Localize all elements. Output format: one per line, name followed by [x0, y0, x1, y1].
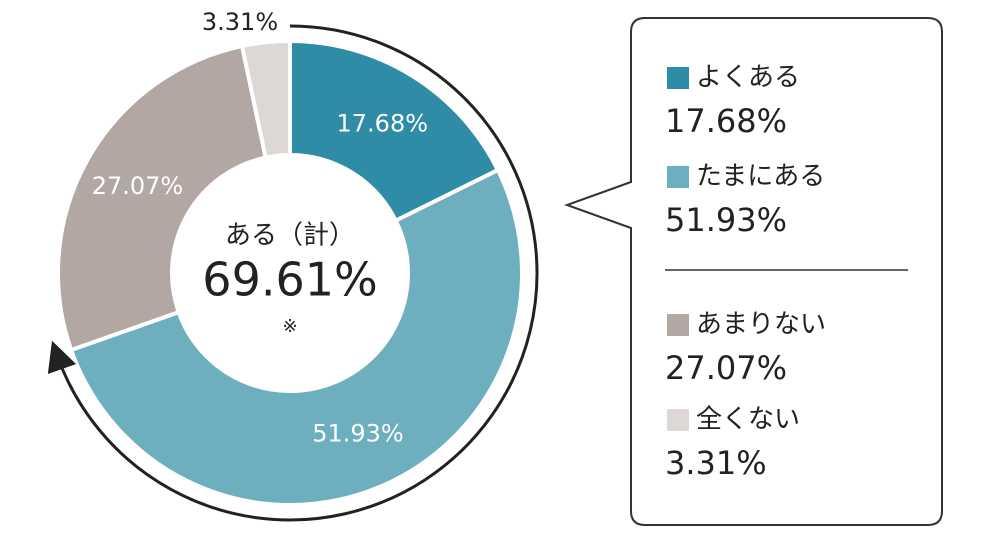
- legend-bubble: [564, 17, 943, 526]
- total-arrow: [47, 24, 539, 522]
- legend-swatch: [667, 314, 689, 336]
- legend-label: 全くない: [696, 405, 800, 435]
- legend-label: あまりない: [696, 310, 826, 340]
- center-value: 69.61%: [202, 253, 377, 307]
- donut-slice: [56, 43, 269, 353]
- legend-value: 3.31%: [665, 444, 767, 482]
- value-label: 3.31%: [202, 8, 278, 36]
- donut-slice: [288, 38, 501, 224]
- legend-swatch: [667, 67, 689, 89]
- legend-label: よくある: [696, 63, 800, 93]
- value-label: 51.93%: [312, 419, 404, 447]
- legend-swatch: [667, 166, 689, 188]
- legend-value: 27.07%: [665, 349, 787, 387]
- center-note: ※: [282, 316, 297, 337]
- value-label: 17.68%: [337, 109, 429, 137]
- legend-label: たまにある: [696, 162, 825, 192]
- donut-slice: [68, 167, 524, 507]
- legend-value: 51.93%: [665, 201, 787, 239]
- donut-slice: [239, 38, 292, 160]
- center-label: ある（計）: [225, 221, 355, 251]
- legend-value: 17.68%: [665, 102, 787, 140]
- legend-swatch: [667, 409, 689, 431]
- value-label: 27.07%: [92, 172, 184, 200]
